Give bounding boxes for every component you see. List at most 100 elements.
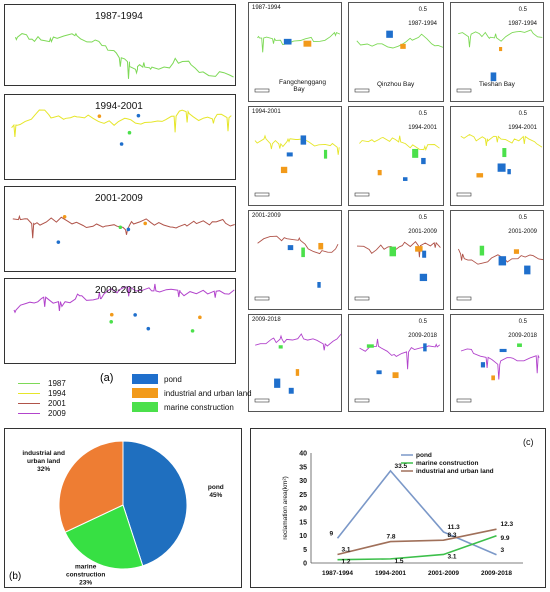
bay-coastline bbox=[254, 333, 342, 403]
bay-panel-1-1: 1994-2001 0.5 bbox=[348, 106, 444, 206]
bay-coastline bbox=[254, 31, 341, 93]
pie-slice-marine-construction bbox=[64, 504, 144, 570]
data-label: 3.1 bbox=[448, 553, 457, 560]
data-label: 9 bbox=[330, 530, 334, 537]
bay-panel-0-1: 1994-2001 bbox=[248, 106, 342, 206]
coastline-panel-title: 2001-2009 bbox=[95, 193, 143, 204]
coastline-panel-2001-2009: 2001-2009 bbox=[4, 186, 236, 272]
type-legend-item: marine construction bbox=[132, 400, 252, 414]
legend-label: 1994 bbox=[48, 388, 66, 398]
series-line-industrial-and-urban-land bbox=[337, 528, 497, 556]
coastline-map bbox=[12, 214, 235, 244]
pie-chart: pond 45% marine construction 23% industrial a… bbox=[22, 440, 224, 587]
scale-label: 0.5 bbox=[418, 215, 427, 221]
series-line-pond bbox=[336, 469, 497, 556]
scale-label: 0.5 bbox=[518, 319, 527, 325]
line-chart: 0 5 10 15 20 25 30 35 40 1987-1994 1994-2001 2001-2… bbox=[282, 437, 534, 577]
coastline-panel-1987-1994: 1987-1994 bbox=[4, 4, 236, 86]
bay-coastline bbox=[354, 241, 441, 301]
legend-line-swatch bbox=[18, 402, 40, 404]
y-tick-label: 40 bbox=[299, 451, 307, 458]
pie-slice-pond bbox=[122, 440, 188, 567]
pie-label: industrial and urban land 32% bbox=[22, 450, 65, 473]
y-tick-label: 0 bbox=[303, 561, 307, 568]
data-label: 7.8 bbox=[387, 534, 396, 541]
bay-coastline bbox=[354, 135, 440, 197]
bay-panel-2-1: 1994-2001 0.5 bbox=[450, 106, 544, 206]
y-tick-label: 5 bbox=[303, 547, 307, 554]
bay-coastline bbox=[254, 134, 340, 197]
legend-label: 1987 bbox=[48, 378, 66, 388]
legend-label: marine construction bbox=[416, 460, 479, 467]
bay-coastline bbox=[254, 235, 339, 301]
coastline-map bbox=[14, 32, 234, 79]
data-label: 1.5 bbox=[395, 558, 404, 565]
data-label: 9.9 bbox=[501, 535, 510, 542]
type-legend-item: pond bbox=[132, 372, 252, 386]
data-label: 8.3 bbox=[448, 532, 457, 539]
bay-panel-period: 2001-2009 bbox=[508, 229, 537, 235]
type-legend: pond industrial and urban land marine cons… bbox=[132, 372, 252, 414]
bay-panel-period: 1987-1994 bbox=[508, 21, 537, 27]
y-tick-label: 35 bbox=[299, 464, 307, 471]
bay-panel-2-2: 2001-2009 0.5 bbox=[450, 210, 544, 310]
bay-panel-2-0: 1987-1994 0.5 Tieshan Bay bbox=[450, 2, 544, 102]
y-tick-label: 15 bbox=[299, 519, 307, 526]
bay-coastline bbox=[456, 133, 543, 197]
scale-label: 0.5 bbox=[418, 111, 427, 117]
type-legend-item: industrial and urban land bbox=[132, 386, 252, 400]
bay-panel-period: 2009-2018 bbox=[408, 333, 437, 339]
coastline-panel-title: 2009-2018 bbox=[95, 285, 143, 296]
data-label: 3.1 bbox=[342, 546, 351, 553]
line-legend: 1987 1994 2001 2009 bbox=[18, 378, 66, 418]
bay-name: Tieshan Bay bbox=[479, 81, 515, 88]
legend-color-swatch bbox=[132, 374, 158, 384]
scale-label: 0.5 bbox=[518, 7, 527, 13]
bay-panel-period: 2001-2009 bbox=[252, 213, 281, 219]
bay-panel-0-3: 2009-2018 bbox=[248, 314, 342, 412]
bay-panel-0-2: 2001-2009 bbox=[248, 210, 342, 310]
legend-label: marine construction bbox=[164, 402, 234, 412]
panel-b-label: (b) bbox=[9, 571, 22, 582]
legend-line-swatch bbox=[18, 412, 40, 414]
bay-panel-period: 2009-2018 bbox=[508, 333, 537, 339]
y-tick-label: 10 bbox=[299, 533, 307, 540]
bay-panel-period: 1994-2001 bbox=[408, 125, 437, 131]
bay-name: Qinzhou Bay bbox=[377, 81, 415, 88]
line-chart-panel: 0 5 10 15 20 25 30 35 40 1987-1994 1994-2001 2001-2… bbox=[250, 428, 546, 588]
data-label: 1.2 bbox=[342, 559, 351, 566]
bay-panel-period: 1987-1994 bbox=[252, 5, 281, 11]
data-label: 33.5 bbox=[395, 463, 408, 470]
pie-label: marine construction 23% bbox=[66, 564, 105, 587]
legend-line-swatch bbox=[18, 382, 40, 384]
coastline-panel-title: 1994-2001 bbox=[95, 101, 143, 112]
bay-panel-1-2: 2001-2009 0.5 bbox=[348, 210, 444, 310]
bay-coastline bbox=[354, 338, 441, 403]
legend-label: 2001 bbox=[48, 398, 66, 408]
coastline-map bbox=[13, 283, 235, 333]
data-label: 12.3 bbox=[501, 521, 514, 528]
data-label: 11.3 bbox=[448, 524, 461, 531]
series-line-marine-construction bbox=[337, 535, 497, 561]
bay-panel-period: 1994-2001 bbox=[508, 125, 537, 131]
legend-color-swatch bbox=[132, 402, 158, 412]
x-tick-label: 2009-2018 bbox=[481, 570, 512, 577]
coastline-panel-2009-2018: 2009-2018 bbox=[4, 278, 236, 364]
x-tick-label: 1987-1994 bbox=[322, 570, 353, 577]
bay-panel-period: 1987-1994 bbox=[408, 21, 437, 27]
bay-name: Fangchenggang Bay bbox=[279, 79, 326, 93]
y-tick-label: 20 bbox=[299, 506, 307, 513]
bay-panel-1-0: 1987-1994 0.5 Qinzhou Bay bbox=[348, 2, 445, 102]
legend-color-swatch bbox=[132, 388, 158, 398]
scale-label: 0.5 bbox=[418, 319, 427, 325]
bay-panel-period: 2009-2018 bbox=[252, 317, 281, 323]
legend-label: industrial and urban land bbox=[164, 388, 252, 398]
legend-label: pond bbox=[416, 452, 432, 459]
bay-coastline bbox=[456, 343, 540, 403]
legend-label: 2009 bbox=[48, 408, 66, 418]
bay-coastline bbox=[456, 29, 543, 93]
x-tick-label: 1994-2001 bbox=[375, 570, 406, 577]
scale-label: 0.5 bbox=[418, 7, 427, 13]
legend-line-swatch bbox=[18, 392, 40, 394]
x-tick-label: 2001-2009 bbox=[428, 570, 459, 577]
